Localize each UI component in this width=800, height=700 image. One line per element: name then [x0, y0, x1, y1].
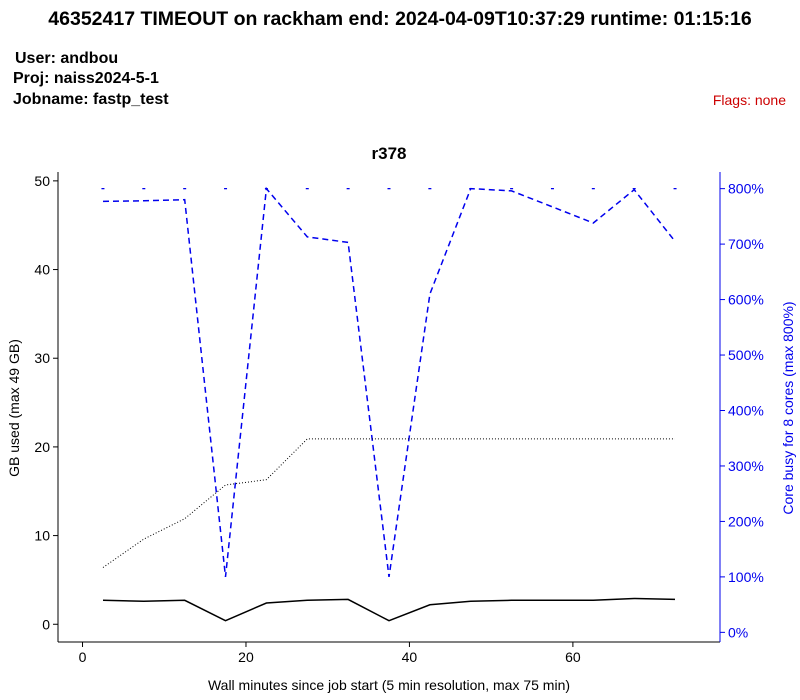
y-right-tick-label: 600% [728, 292, 764, 308]
x-tick-label: 40 [402, 649, 418, 665]
y-left-tick-label: 50 [34, 173, 50, 189]
memory-max-line [102, 438, 675, 568]
y-left-tick-label: 30 [34, 350, 50, 366]
jobname-label: Jobname: fastp_test [13, 91, 169, 108]
y-right-tick-label: 500% [728, 347, 764, 363]
cpu-usage-line [102, 186, 676, 578]
x-tick-label: 20 [238, 649, 254, 665]
y-right-tick-label: 100% [728, 569, 764, 585]
y-left-tick-label: 0 [42, 616, 50, 632]
y-axis-left-label: GB used (max 49 GB) [6, 339, 22, 477]
y-right-tick-label: 0% [728, 624, 748, 640]
y-axis-right-label: Core busy for 8 cores (max 800%) [780, 301, 796, 514]
x-axis-label: Wall minutes since job start (5 min reso… [208, 677, 570, 693]
flags-label: Flags: none [712, 92, 786, 108]
y-right-tick-label: 700% [728, 236, 764, 252]
chart-axes [57, 172, 721, 643]
y-right-tick-label: 300% [728, 458, 764, 474]
user-label: User: andbou [15, 50, 119, 67]
y-right-tick-label: 200% [728, 513, 764, 529]
y-left-tick-label: 10 [34, 528, 50, 544]
page-title: 46352417 TIMEOUT on rackham end: 2024-04… [48, 8, 752, 30]
project-label: Proj: naiss2024-5-1 [13, 70, 159, 87]
x-tick-label: 60 [565, 649, 581, 665]
chart-title: r378 [372, 144, 407, 163]
series-layer [101, 186, 677, 622]
x-tick-label: 0 [79, 649, 87, 665]
y-left-tick-label: 20 [34, 439, 50, 455]
y-right-tick-label: 400% [728, 402, 764, 418]
y-right-tick-label: 800% [728, 181, 764, 197]
y-left-tick-label: 40 [34, 262, 50, 278]
memory-used-line [102, 597, 676, 622]
ticks-layer: 0 20 40 60010203040500%100%200%300%400%500%… [34, 173, 763, 665]
